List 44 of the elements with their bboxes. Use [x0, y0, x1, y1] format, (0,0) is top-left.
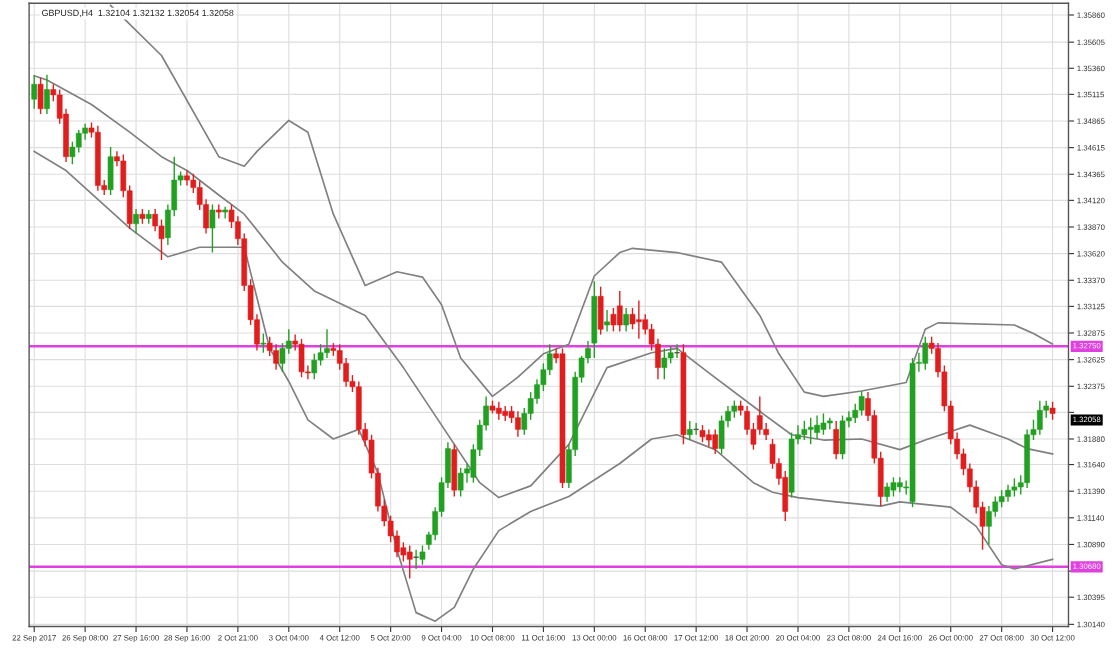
line-series — [33, 74, 1054, 499]
candlestick — [922, 336, 929, 371]
candlestick — [298, 338, 305, 378]
candlestick — [591, 280, 598, 359]
candlestick — [31, 75, 38, 110]
candlestick — [209, 203, 216, 254]
candlestick — [419, 544, 426, 566]
candlestick — [44, 73, 50, 115]
candlestick — [616, 290, 623, 333]
candlestick — [858, 390, 865, 417]
candlestick — [712, 428, 719, 455]
candlestick — [636, 299, 642, 340]
candlestick — [801, 420, 808, 441]
line-series — [33, 150, 1054, 622]
candlestick — [890, 476, 897, 498]
candlestick — [839, 414, 846, 460]
candlestick — [37, 77, 44, 115]
candlestick — [451, 443, 458, 498]
candlestick — [1049, 401, 1056, 421]
candlestick — [833, 420, 839, 460]
candlestick — [986, 505, 992, 546]
candlestick — [1011, 477, 1018, 498]
candlestick — [1037, 399, 1043, 436]
candlestick — [686, 420, 693, 441]
candlestick — [273, 343, 279, 371]
candlestick — [610, 307, 617, 333]
candlestick — [515, 410, 521, 438]
candlestick — [623, 307, 629, 333]
candlestick — [661, 347, 668, 381]
candlestick — [884, 481, 890, 503]
candlestick — [260, 332, 267, 354]
candlestick — [1024, 428, 1030, 489]
candlestick — [133, 208, 139, 235]
candlestick — [406, 544, 413, 580]
candlestick — [107, 146, 114, 196]
candlestick — [814, 414, 820, 440]
candlestick — [496, 401, 502, 421]
candlestick — [324, 328, 330, 359]
candlestick — [718, 414, 725, 455]
candlestick — [457, 467, 464, 498]
candlestick — [597, 285, 604, 336]
candlestick — [604, 309, 610, 333]
candlestick — [807, 416, 814, 446]
candlestick — [820, 412, 827, 436]
